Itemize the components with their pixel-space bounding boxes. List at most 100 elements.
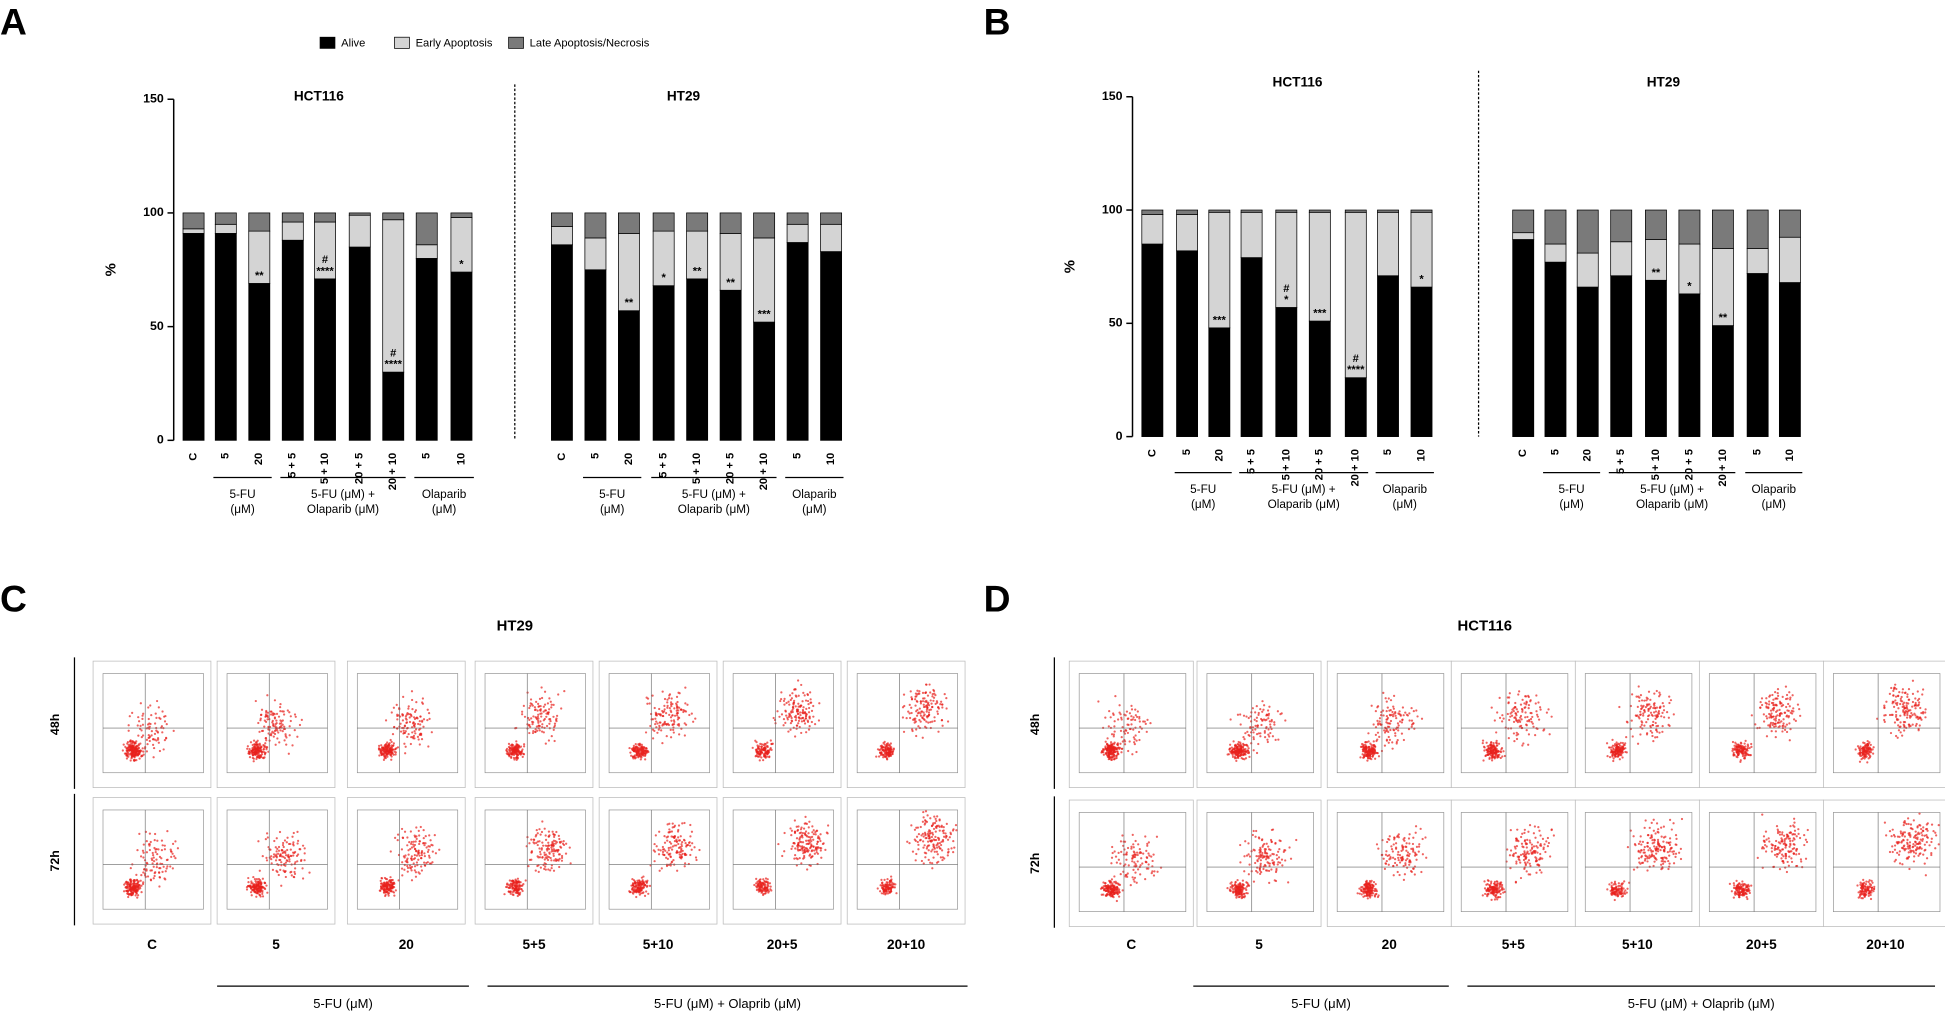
event-dot — [796, 848, 799, 851]
event-dot — [633, 754, 636, 757]
event-dot — [1113, 730, 1116, 733]
event-dot — [516, 881, 519, 884]
event-dot — [917, 848, 920, 851]
event-dot — [148, 739, 151, 743]
event-dot — [520, 751, 523, 754]
event-dot — [1497, 742, 1501, 745]
event-dot — [264, 714, 267, 718]
event-dot — [666, 701, 669, 704]
event-dot — [924, 810, 928, 813]
event-dot — [1513, 740, 1516, 743]
event-dot — [1276, 710, 1279, 713]
event-dot — [666, 835, 670, 838]
event-dot — [164, 714, 167, 718]
event-dot — [390, 887, 393, 890]
event-dot — [394, 889, 397, 892]
event-dot — [413, 857, 417, 860]
event-dot — [161, 844, 164, 847]
event-dot — [535, 725, 538, 728]
event-dot — [915, 695, 918, 698]
event-dot — [953, 846, 956, 849]
event-dot — [668, 853, 671, 856]
event-dot — [550, 735, 553, 738]
event-dot — [380, 744, 383, 747]
bar-segment — [382, 212, 405, 221]
event-dot — [427, 745, 430, 748]
event-dot — [673, 839, 677, 843]
event-dot — [644, 753, 647, 756]
event-dot — [812, 833, 815, 836]
event-dot — [645, 747, 648, 750]
event-dot — [812, 829, 815, 832]
event-dot — [1408, 712, 1411, 715]
event-dot — [131, 882, 134, 885]
event-dot — [808, 841, 811, 844]
event-dot — [683, 862, 687, 865]
event-dot — [648, 884, 652, 887]
event-dot — [149, 704, 152, 707]
event-dot — [288, 734, 291, 737]
event-dot — [544, 844, 547, 847]
event-dot — [678, 716, 681, 720]
event-dot — [272, 722, 275, 726]
event-dot — [797, 843, 800, 847]
event-dot — [936, 710, 939, 713]
event-dot — [521, 710, 524, 713]
event-dot — [127, 895, 130, 899]
event-dot — [940, 824, 943, 827]
event-dot — [917, 725, 920, 728]
event-dot — [265, 832, 269, 835]
event-dot — [1530, 720, 1533, 724]
event-dot — [425, 846, 428, 849]
event-dot — [1113, 725, 1116, 728]
event-dot — [553, 726, 556, 729]
event-dot — [136, 752, 139, 756]
event-dot — [1492, 741, 1495, 745]
event-dot — [298, 723, 302, 727]
event-dot — [909, 690, 912, 693]
event-dot — [946, 838, 950, 841]
event-dot — [1118, 711, 1121, 714]
event-dot — [923, 713, 926, 716]
event-dot — [275, 855, 278, 858]
event-dot — [695, 858, 698, 862]
event-dot — [1252, 731, 1255, 734]
event-dot — [1239, 713, 1242, 716]
event-dot — [406, 866, 410, 870]
event-dot — [642, 886, 646, 889]
event-dot — [1234, 752, 1237, 755]
event-dot — [259, 756, 263, 759]
event-dot — [665, 711, 668, 715]
bar-segment — [1208, 327, 1231, 437]
bar-segment — [1344, 209, 1367, 213]
event-dot — [248, 747, 251, 751]
event-dot — [655, 726, 658, 729]
event-dot — [428, 717, 431, 721]
event-dot — [632, 746, 635, 749]
y-tick-label: 0 — [157, 433, 164, 447]
significance: **** — [1347, 364, 1365, 376]
event-dot — [158, 749, 162, 753]
event-dot — [661, 741, 664, 745]
event-dot — [413, 853, 416, 857]
event-dot — [125, 754, 129, 757]
event-dot — [755, 885, 758, 888]
event-dot — [1378, 722, 1382, 725]
event-dot — [541, 841, 544, 844]
flow-plot-area — [1206, 673, 1314, 774]
event-dot — [1277, 738, 1280, 741]
event-dot — [922, 711, 925, 714]
event-dot — [916, 689, 919, 692]
event-dot — [679, 856, 682, 859]
event-dot — [931, 862, 934, 865]
event-dot — [1123, 743, 1127, 746]
event-dot — [1512, 720, 1516, 724]
x-tick-label: 5 — [220, 453, 232, 459]
event-dot — [508, 879, 511, 882]
group-label: (μM) — [1762, 498, 1786, 511]
event-dot — [153, 832, 157, 836]
event-dot — [1372, 740, 1375, 743]
event-dot — [789, 698, 792, 702]
event-dot — [1118, 746, 1122, 749]
event-dot — [1519, 714, 1523, 718]
